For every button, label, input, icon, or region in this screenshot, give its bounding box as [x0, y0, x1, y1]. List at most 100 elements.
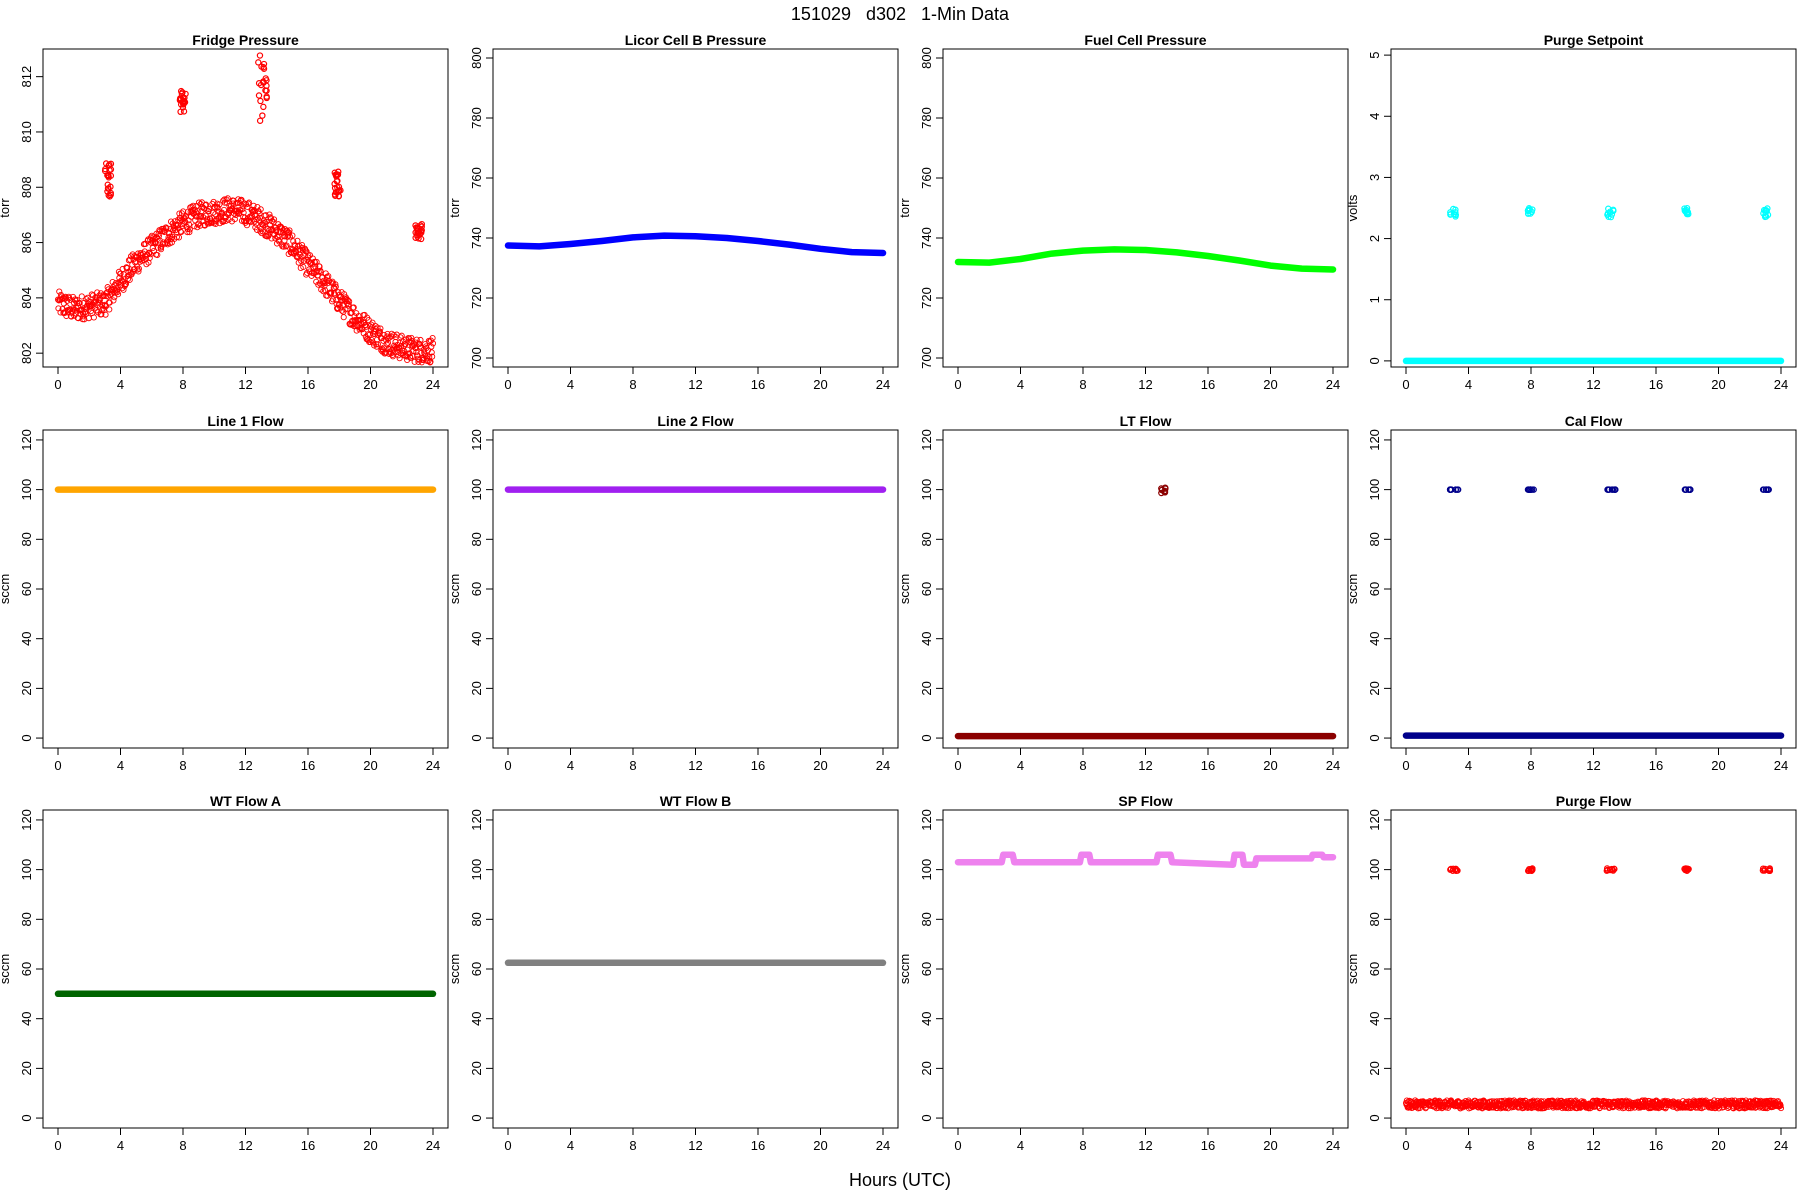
- data-points: [54, 195, 437, 366]
- data-point: [351, 313, 358, 320]
- y-tick-label: 0: [919, 1114, 934, 1121]
- y-axis-label: sccm: [897, 954, 912, 984]
- y-tick-label: 810: [19, 121, 34, 143]
- y-tick-label: 120: [919, 809, 934, 831]
- chart-panel: Cal Flow 0 4 8 12 16 20 24 0 20 40 60 80 100 120 sccm: [1345, 413, 1797, 773]
- chart-panel: Line 2 Flow 0 4 8 12 16 20 24 0 20 40 60 80 100 120 scc…: [447, 413, 899, 773]
- x-tick-label: 24: [1774, 377, 1788, 392]
- data-point: [345, 301, 352, 308]
- y-tick-label: 40: [469, 1011, 484, 1025]
- chart-title: Line 2 Flow: [657, 413, 733, 429]
- data-point: [87, 298, 94, 305]
- data-point: [238, 196, 245, 203]
- x-tick-label: 16: [751, 758, 765, 773]
- data-point: [1766, 865, 1774, 872]
- data-point: [236, 209, 243, 216]
- data-point: [104, 188, 111, 195]
- y-tick-label: 60: [469, 582, 484, 596]
- plot-area: Line 1 Flow 0 4 8 12 16 20 24 0 20 40 60 80 100 120 scc…: [0, 413, 449, 773]
- data-point: [301, 257, 308, 264]
- x-tick-label: 0: [954, 1138, 961, 1153]
- y-tick-label: 0: [919, 734, 934, 741]
- data-point: [245, 199, 253, 206]
- y-tick-label: 100: [1367, 859, 1382, 881]
- data-point: [115, 268, 122, 275]
- data-point: [175, 216, 182, 223]
- x-tick-label: 4: [117, 1138, 124, 1153]
- data-point: [428, 343, 435, 350]
- data-point: [384, 339, 391, 346]
- data-point: [260, 64, 267, 71]
- data-point: [194, 208, 201, 215]
- y-tick-label: 60: [1367, 962, 1382, 976]
- x-tick-label: 12: [688, 758, 702, 773]
- data-point: [82, 310, 89, 317]
- data-point: [381, 331, 388, 339]
- plot-area: Fuel Cell Pressure 0 4 8 12 16 20 24 700 720 740 76…: [897, 32, 1349, 392]
- data-point: [197, 222, 204, 229]
- data-point: [112, 280, 120, 287]
- data-point: [214, 204, 221, 211]
- y-tick-label: 20: [1367, 1061, 1382, 1075]
- x-tick-label: 16: [751, 1138, 765, 1153]
- y-tick-label: 40: [1367, 1011, 1382, 1025]
- data-point: [115, 291, 122, 298]
- data-point: [186, 229, 193, 236]
- excursion-points: [1158, 484, 1169, 497]
- y-tick-label: 100: [469, 859, 484, 881]
- y-tick-label: 40: [919, 631, 934, 645]
- y-tick-label: 0: [1367, 734, 1382, 741]
- y-tick-label: 20: [469, 681, 484, 695]
- y-tick-label: 80: [469, 532, 484, 546]
- data-point: [1764, 486, 1772, 493]
- x-tick-label: 8: [1527, 377, 1534, 392]
- data-point: [265, 231, 272, 238]
- x-tick-label: 8: [629, 377, 636, 392]
- x-tick-label: 16: [1201, 1138, 1215, 1153]
- x-tick-label: 4: [567, 758, 574, 773]
- x-tick-label: 12: [1138, 377, 1152, 392]
- data-point: [377, 325, 384, 332]
- data-point: [336, 301, 343, 308]
- data-point: [303, 248, 310, 255]
- x-tick-label: 8: [1079, 377, 1086, 392]
- chart-panel: Purge Flow 0 4 8 12 16 20 24 0 20 40 60 80 100 120 sccm: [1345, 793, 1797, 1153]
- x-tick-label: 8: [1079, 758, 1086, 773]
- y-axis-label: sccm: [447, 574, 462, 604]
- data-point: [135, 265, 142, 272]
- data-point: [280, 243, 287, 250]
- plot-frame: [942, 429, 1349, 749]
- y-tick-label: 100: [1367, 479, 1382, 501]
- excursion-points: [101, 52, 426, 243]
- data-point: [1604, 486, 1612, 493]
- data-point: [126, 276, 133, 283]
- x-tick-label: 20: [363, 1138, 377, 1153]
- data-point: [194, 224, 201, 231]
- x-tick-label: 0: [504, 377, 511, 392]
- y-axis-label: sccm: [1345, 574, 1360, 604]
- data-point: [259, 228, 266, 235]
- data-point: [179, 100, 187, 107]
- y-tick-label: 120: [469, 429, 484, 451]
- x-tick-label: 20: [363, 377, 377, 392]
- y-tick-label: 60: [469, 962, 484, 976]
- x-tick-label: 20: [1263, 758, 1277, 773]
- y-tick-label: 40: [19, 631, 34, 645]
- data-point: [146, 254, 153, 262]
- x-tick-label: 16: [1649, 377, 1663, 392]
- x-tick-label: 8: [1527, 1138, 1534, 1153]
- y-tick-label: 0: [469, 734, 484, 741]
- x-tick-label: 20: [1263, 377, 1277, 392]
- chart-panel: Licor Cell B Pressure 0 4 8 12 16 20 24 700 720 74…: [447, 32, 899, 392]
- x-tick-label: 24: [426, 377, 440, 392]
- data-point: [247, 219, 254, 226]
- x-tick-label: 0: [54, 377, 61, 392]
- y-tick-label: 3: [1367, 174, 1382, 181]
- y-tick-label: 40: [19, 1011, 34, 1025]
- data-point: [412, 339, 419, 346]
- x-tick-label: 20: [813, 758, 827, 773]
- y-axis-label: sccm: [1345, 954, 1360, 984]
- x-tick-label: 0: [954, 758, 961, 773]
- chart-panel: SP Flow 0 4 8 12 16 20 24 0 20 40 60 80 100 120 sccm: [897, 793, 1349, 1153]
